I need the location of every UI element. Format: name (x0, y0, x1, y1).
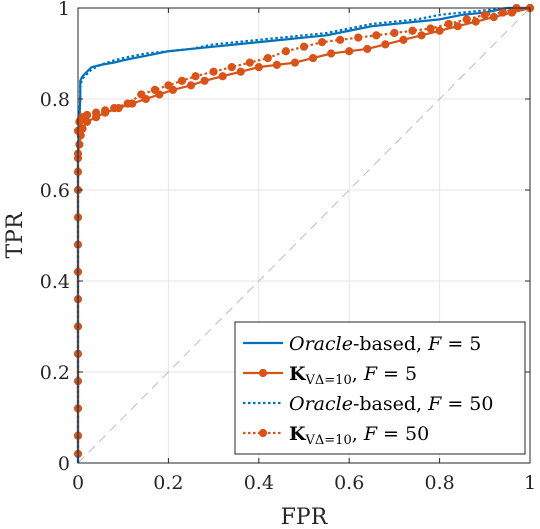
legend-box (234, 321, 526, 455)
y-tick-labels: 0 0.2 0.4 0.6 0.8 1 (40, 0, 70, 475)
legend-label: Oracle-based, F = 50 (289, 393, 493, 415)
y-tick-label: 0.2 (40, 362, 70, 384)
data-point (245, 58, 254, 67)
data-point (75, 140, 84, 149)
legend-swatch-marker (258, 368, 268, 378)
legend-label-part: , (352, 363, 364, 385)
legend-label-part: F (427, 393, 442, 415)
x-tick-labels: 0 0.2 0.4 0.6 0.8 1 (72, 472, 536, 494)
data-point (263, 53, 272, 63)
legend-label-part: VΔ=10 (305, 373, 352, 388)
data-point (281, 47, 291, 56)
data-point (471, 17, 480, 26)
legend-label-part: , (352, 423, 364, 445)
data-point (186, 81, 196, 90)
data-point (236, 67, 245, 76)
y-tick-label: 0 (58, 453, 70, 475)
y-tick-label: 0.8 (40, 89, 70, 111)
tick-marks (77, 7, 531, 464)
x-tick-label: 0 (72, 472, 84, 494)
data-point (381, 40, 390, 49)
legend-label: Oracle-based, F = 5 (289, 333, 481, 355)
y-axis-label: TPR (3, 211, 28, 258)
data-point (317, 38, 327, 47)
data-point (110, 104, 119, 113)
data-point (480, 10, 489, 19)
y-tick-label: 1 (58, 0, 70, 20)
data-point (209, 67, 218, 76)
legend-label-part: = 5 (441, 333, 481, 355)
data-point (345, 47, 354, 56)
legend-label-part: VΔ=10 (305, 433, 352, 448)
legend-label-part: F (363, 363, 378, 385)
data-point (177, 76, 187, 85)
legend-label-part: Oracle (289, 333, 353, 355)
data-point (164, 81, 173, 90)
data-point (336, 35, 345, 44)
x-axis-label: FPR (281, 505, 329, 529)
data-point (417, 31, 426, 40)
legend-label: KVΔ=10, F = 5 (289, 363, 417, 388)
data-point (82, 110, 92, 120)
data-point (137, 90, 146, 99)
data-point (218, 72, 227, 81)
legend-label-part: = 50 (377, 423, 429, 445)
legend-label-part: = 50 (441, 393, 493, 415)
series-line (76, 6, 530, 463)
legend-entry-4: KVΔ=10, F = 50 (243, 423, 429, 448)
legend-swatch-marker (258, 428, 268, 438)
data-point (354, 33, 363, 42)
data-point (254, 63, 263, 72)
legend-label-part: K (289, 363, 307, 385)
data-point (498, 8, 507, 17)
x-tick-label: 0.4 (244, 472, 274, 494)
legend-label-part: = 5 (377, 363, 417, 385)
data-point (290, 58, 300, 67)
legend-label-part: F (427, 333, 442, 355)
data-point (191, 72, 200, 81)
series-4 (73, 3, 535, 135)
x-tick-label: 0.8 (424, 472, 454, 494)
data-point (150, 85, 159, 95)
data-point (272, 60, 281, 69)
data-point (408, 26, 417, 35)
data-point (426, 24, 435, 33)
legend-entry-2: KVΔ=10, F = 5 (243, 363, 417, 388)
data-point (123, 99, 132, 108)
data-point (308, 53, 318, 63)
data-point (390, 28, 399, 38)
x-tick-label: 1 (524, 472, 536, 494)
data-point (200, 76, 209, 85)
data-point (299, 42, 309, 51)
data-point (453, 22, 462, 31)
axes-box (77, 7, 531, 464)
legend-label-part: -based, (353, 393, 428, 415)
legend-label-part: K (289, 423, 307, 445)
series-line (76, 6, 530, 132)
y-tick-label: 0.4 (40, 271, 70, 293)
y-tick-label: 0.6 (40, 180, 70, 202)
data-point (91, 108, 101, 117)
data-point (227, 63, 236, 72)
legend-label-part: Oracle (289, 393, 353, 415)
chance-diagonal-line (77, 7, 531, 464)
data-point (327, 49, 336, 58)
legend-label: KVΔ=10, F = 50 (289, 423, 429, 448)
data-point (444, 19, 453, 29)
data-point (363, 44, 372, 54)
x-tick-label: 0.2 (153, 472, 183, 494)
data-point (462, 15, 471, 24)
legend-label-part: F (363, 423, 378, 445)
series-1 (76, 6, 530, 463)
legend-entry-3: Oracle-based, F = 50 (243, 393, 493, 415)
data-point (399, 35, 408, 44)
data-point (101, 106, 110, 115)
legend-entry-1: Oracle-based, F = 5 (243, 333, 481, 355)
data-point (372, 31, 381, 40)
x-tick-label: 0.6 (334, 472, 364, 494)
data-point (435, 26, 444, 35)
legend-label-part: -based, (353, 333, 428, 355)
